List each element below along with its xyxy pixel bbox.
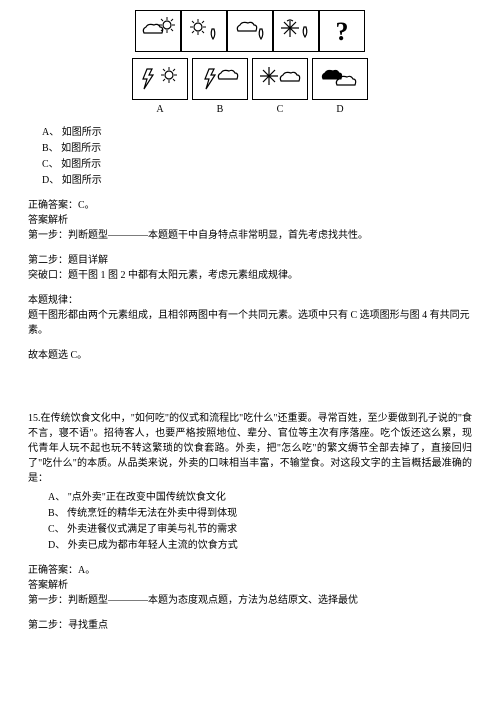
step1: 第一步：判断题型————本题题干中自身特点非常明显，首先考虑找共性。 bbox=[28, 228, 472, 243]
q15-opt-c: C、 外卖进餐仪式满足了审美与礼节的需求 bbox=[48, 522, 472, 537]
step2-body: 突破口：题干图 1 图 2 中都有太阳元素，考虑元素组成规律。 bbox=[28, 268, 472, 283]
answer-box-c bbox=[252, 58, 308, 100]
puzzle-box-2 bbox=[181, 10, 227, 52]
puzzle-box-4 bbox=[273, 10, 319, 52]
q15-opt-a: A、 "点外卖"正在改变中国传统饮食文化 bbox=[48, 490, 472, 505]
opt-b: B、 如图所示 bbox=[42, 141, 472, 156]
analysis-label: 答案解析 bbox=[28, 213, 472, 228]
opt-d: D、 如图所示 bbox=[42, 173, 472, 188]
answer-letters: A B C D bbox=[28, 102, 472, 117]
q14-final: 故本题选 C。 bbox=[28, 348, 472, 363]
q14-answer: 正确答案：C。 答案解析 第一步：判断题型————本题题干中自身特点非常明显，首… bbox=[28, 198, 472, 243]
answer-box-a bbox=[132, 58, 188, 100]
step2-header: 第二步：题目详解 bbox=[28, 253, 472, 268]
opt-c: C、 如图所示 bbox=[42, 157, 472, 172]
question-mark: ? bbox=[336, 12, 349, 51]
q15-opt-d: D、 外卖已成为都市年轻人主流的饮食方式 bbox=[48, 538, 472, 553]
letter-d: D bbox=[310, 102, 370, 117]
puzzle-box-question: ? bbox=[319, 10, 365, 52]
q15-analysis-label: 答案解析 bbox=[28, 578, 472, 593]
correct-answer: 正确答案：C。 bbox=[28, 198, 472, 213]
q15-opt-b: B、 传统烹饪的精华无法在外卖中得到体现 bbox=[48, 506, 472, 521]
q15-correct: 正确答案：A。 bbox=[28, 563, 472, 578]
q15-step1: 第一步：判断题型————本题为态度观点题，方法为总结原文、选择最优 bbox=[28, 593, 472, 608]
q14-step2: 第二步：题目详解 突破口：题干图 1 图 2 中都有太阳元素，考虑元素组成规律。 bbox=[28, 253, 472, 283]
q14-rule: 本题规律： 题干图形都由两个元素组成，且相邻两图中有一个共同元素。选项中只有 C… bbox=[28, 293, 472, 338]
puzzle-box-1 bbox=[135, 10, 181, 52]
q15-options: A、 "点外卖"正在改变中国传统饮食文化 B、 传统烹饪的精华无法在外卖中得到体… bbox=[28, 490, 472, 553]
puzzle-box-3 bbox=[227, 10, 273, 52]
answer-box-d bbox=[312, 58, 368, 100]
question-figure-row: ? bbox=[28, 10, 472, 52]
q15-answer: 正确答案：A。 答案解析 第一步：判断题型————本题为态度观点题，方法为总结原… bbox=[28, 563, 472, 608]
q15-step2-header: 第二步：寻找重点 bbox=[28, 618, 472, 633]
rule-header: 本题规律： bbox=[28, 293, 472, 308]
final-answer: 故本题选 C。 bbox=[28, 348, 472, 363]
answer-box-b bbox=[192, 58, 248, 100]
letter-c: C bbox=[250, 102, 310, 117]
q15-step2: 第二步：寻找重点 bbox=[28, 618, 472, 633]
letter-b: B bbox=[190, 102, 250, 117]
opt-a: A、 如图所示 bbox=[42, 125, 472, 140]
q15-text: 15.在传统饮食文化中，"如何吃"的仪式和流程比"吃什么"还重要。寻常百姓，至少… bbox=[28, 411, 472, 486]
rule-body: 题干图形都由两个元素组成，且相邻两图中有一个共同元素。选项中只有 C 选项图形与… bbox=[28, 308, 472, 338]
answer-figure-row bbox=[28, 58, 472, 100]
letter-a: A bbox=[130, 102, 190, 117]
q14-options: A、 如图所示 B、 如图所示 C、 如图所示 D、 如图所示 bbox=[28, 125, 472, 188]
